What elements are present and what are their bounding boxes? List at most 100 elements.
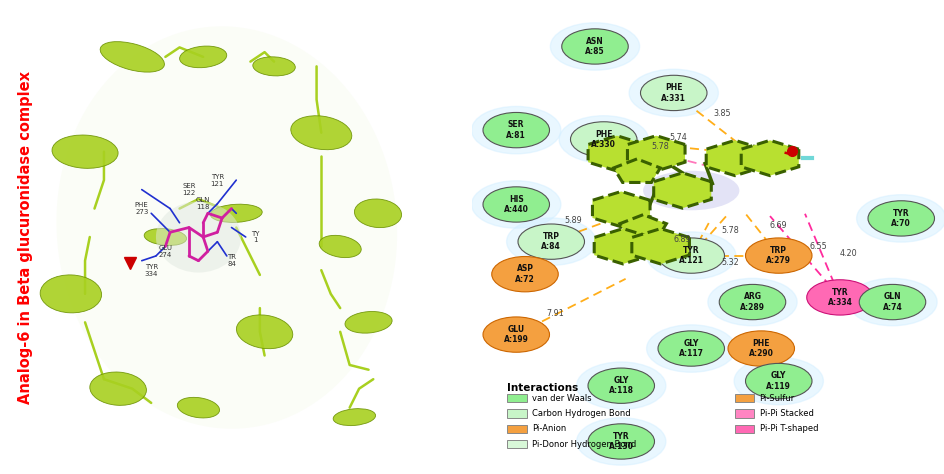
Text: 6.55: 6.55: [808, 242, 826, 251]
Ellipse shape: [319, 236, 361, 257]
Polygon shape: [632, 228, 689, 264]
Circle shape: [868, 201, 934, 236]
Ellipse shape: [52, 135, 118, 168]
Text: 5.89: 5.89: [564, 216, 582, 225]
Polygon shape: [613, 159, 660, 182]
Text: PHE
A:330: PHE A:330: [591, 130, 615, 149]
Ellipse shape: [643, 171, 738, 210]
Polygon shape: [587, 136, 645, 171]
Text: HIS
A:440: HIS A:440: [503, 195, 528, 214]
Text: Pi-Pi T-shaped: Pi-Pi T-shaped: [759, 424, 818, 433]
Text: TYR
A:121: TYR A:121: [678, 246, 703, 265]
Circle shape: [482, 112, 548, 148]
Circle shape: [858, 284, 925, 320]
Text: TRP
A:279: TRP A:279: [766, 246, 790, 265]
Text: Interactions: Interactions: [507, 383, 578, 393]
Ellipse shape: [100, 42, 164, 72]
Ellipse shape: [57, 26, 396, 429]
Text: GLY
A:118: GLY A:118: [608, 376, 633, 395]
Ellipse shape: [291, 116, 351, 150]
Text: 5.74: 5.74: [668, 133, 686, 142]
Circle shape: [482, 187, 548, 222]
FancyBboxPatch shape: [734, 410, 753, 418]
Circle shape: [482, 317, 548, 352]
Circle shape: [745, 364, 811, 399]
Circle shape: [657, 238, 724, 273]
Text: 5.78: 5.78: [651, 142, 668, 151]
Text: GLU
274: GLU 274: [159, 245, 172, 258]
Circle shape: [640, 75, 706, 110]
Text: van der Waals: van der Waals: [531, 394, 591, 403]
Text: ARG
A:289: ARG A:289: [739, 292, 765, 312]
Ellipse shape: [253, 57, 295, 76]
Circle shape: [587, 424, 654, 459]
Ellipse shape: [144, 228, 186, 246]
Circle shape: [559, 116, 648, 163]
Circle shape: [570, 122, 636, 157]
Text: 6.69: 6.69: [769, 221, 786, 230]
Text: 3.85: 3.85: [713, 109, 730, 118]
Text: 6.89: 6.89: [673, 235, 691, 244]
Circle shape: [727, 331, 794, 366]
Text: ASP
A:72: ASP A:72: [514, 264, 534, 284]
Ellipse shape: [354, 199, 401, 228]
FancyBboxPatch shape: [507, 425, 526, 433]
Text: GLY
A:117: GLY A:117: [678, 339, 703, 358]
Circle shape: [646, 232, 735, 279]
Text: TR
84: TR 84: [227, 254, 236, 267]
Ellipse shape: [179, 46, 227, 68]
Text: PHE
A:331: PHE A:331: [661, 83, 685, 103]
Text: PHE
A:290: PHE A:290: [748, 339, 773, 358]
FancyBboxPatch shape: [507, 410, 526, 418]
FancyBboxPatch shape: [734, 394, 753, 402]
Circle shape: [506, 218, 596, 265]
Text: GLN
118: GLN 118: [195, 197, 211, 210]
Ellipse shape: [333, 409, 375, 426]
FancyBboxPatch shape: [507, 394, 526, 402]
Circle shape: [733, 357, 822, 405]
Polygon shape: [619, 215, 666, 238]
Circle shape: [745, 238, 811, 273]
Text: Analog-6 in Beta glucuronidase complex: Analog-6 in Beta glucuronidase complex: [19, 71, 33, 403]
Text: Carbon Hydrogen Bond: Carbon Hydrogen Bond: [531, 409, 630, 418]
Circle shape: [707, 278, 797, 326]
Polygon shape: [740, 140, 798, 176]
Text: SER
A:81: SER A:81: [506, 120, 526, 140]
Circle shape: [847, 278, 936, 326]
Text: 5.78: 5.78: [721, 226, 739, 235]
Circle shape: [491, 256, 558, 292]
Text: Pi-Sulfur: Pi-Sulfur: [759, 394, 794, 403]
Circle shape: [587, 368, 654, 403]
Text: 5.32: 5.32: [721, 258, 739, 267]
Circle shape: [517, 224, 584, 259]
Text: 7.91: 7.91: [547, 309, 564, 318]
Text: ASN
A:85: ASN A:85: [584, 37, 604, 56]
Text: PHE
273: PHE 273: [135, 202, 148, 215]
Ellipse shape: [211, 204, 261, 222]
Circle shape: [576, 418, 666, 465]
Text: TYR
A:130: TYR A:130: [608, 432, 633, 451]
Text: GLU
A:199: GLU A:199: [503, 325, 528, 344]
Text: Pi-Anion: Pi-Anion: [531, 424, 565, 433]
Circle shape: [718, 284, 784, 320]
Text: TYR
334: TYR 334: [144, 264, 158, 277]
Text: TYR
A:334: TYR A:334: [827, 288, 851, 307]
Polygon shape: [653, 173, 711, 208]
Polygon shape: [592, 191, 649, 227]
Text: 4.20: 4.20: [839, 249, 856, 258]
Circle shape: [629, 69, 717, 117]
Ellipse shape: [345, 311, 392, 333]
Ellipse shape: [236, 315, 293, 349]
Text: TYR
121: TYR 121: [211, 173, 224, 187]
Circle shape: [471, 181, 561, 228]
Circle shape: [561, 29, 628, 64]
Polygon shape: [627, 136, 684, 171]
Circle shape: [855, 195, 944, 242]
Circle shape: [806, 280, 872, 315]
FancyBboxPatch shape: [734, 425, 753, 433]
Text: GLY
A:119: GLY A:119: [766, 371, 790, 391]
Text: Pi-Donor Hydrogen Bond: Pi-Donor Hydrogen Bond: [531, 440, 635, 449]
Text: GLN
A:74: GLN A:74: [882, 292, 902, 312]
Text: Pi-Pi Stacked: Pi-Pi Stacked: [759, 409, 813, 418]
Text: TRP
A:84: TRP A:84: [541, 232, 561, 251]
